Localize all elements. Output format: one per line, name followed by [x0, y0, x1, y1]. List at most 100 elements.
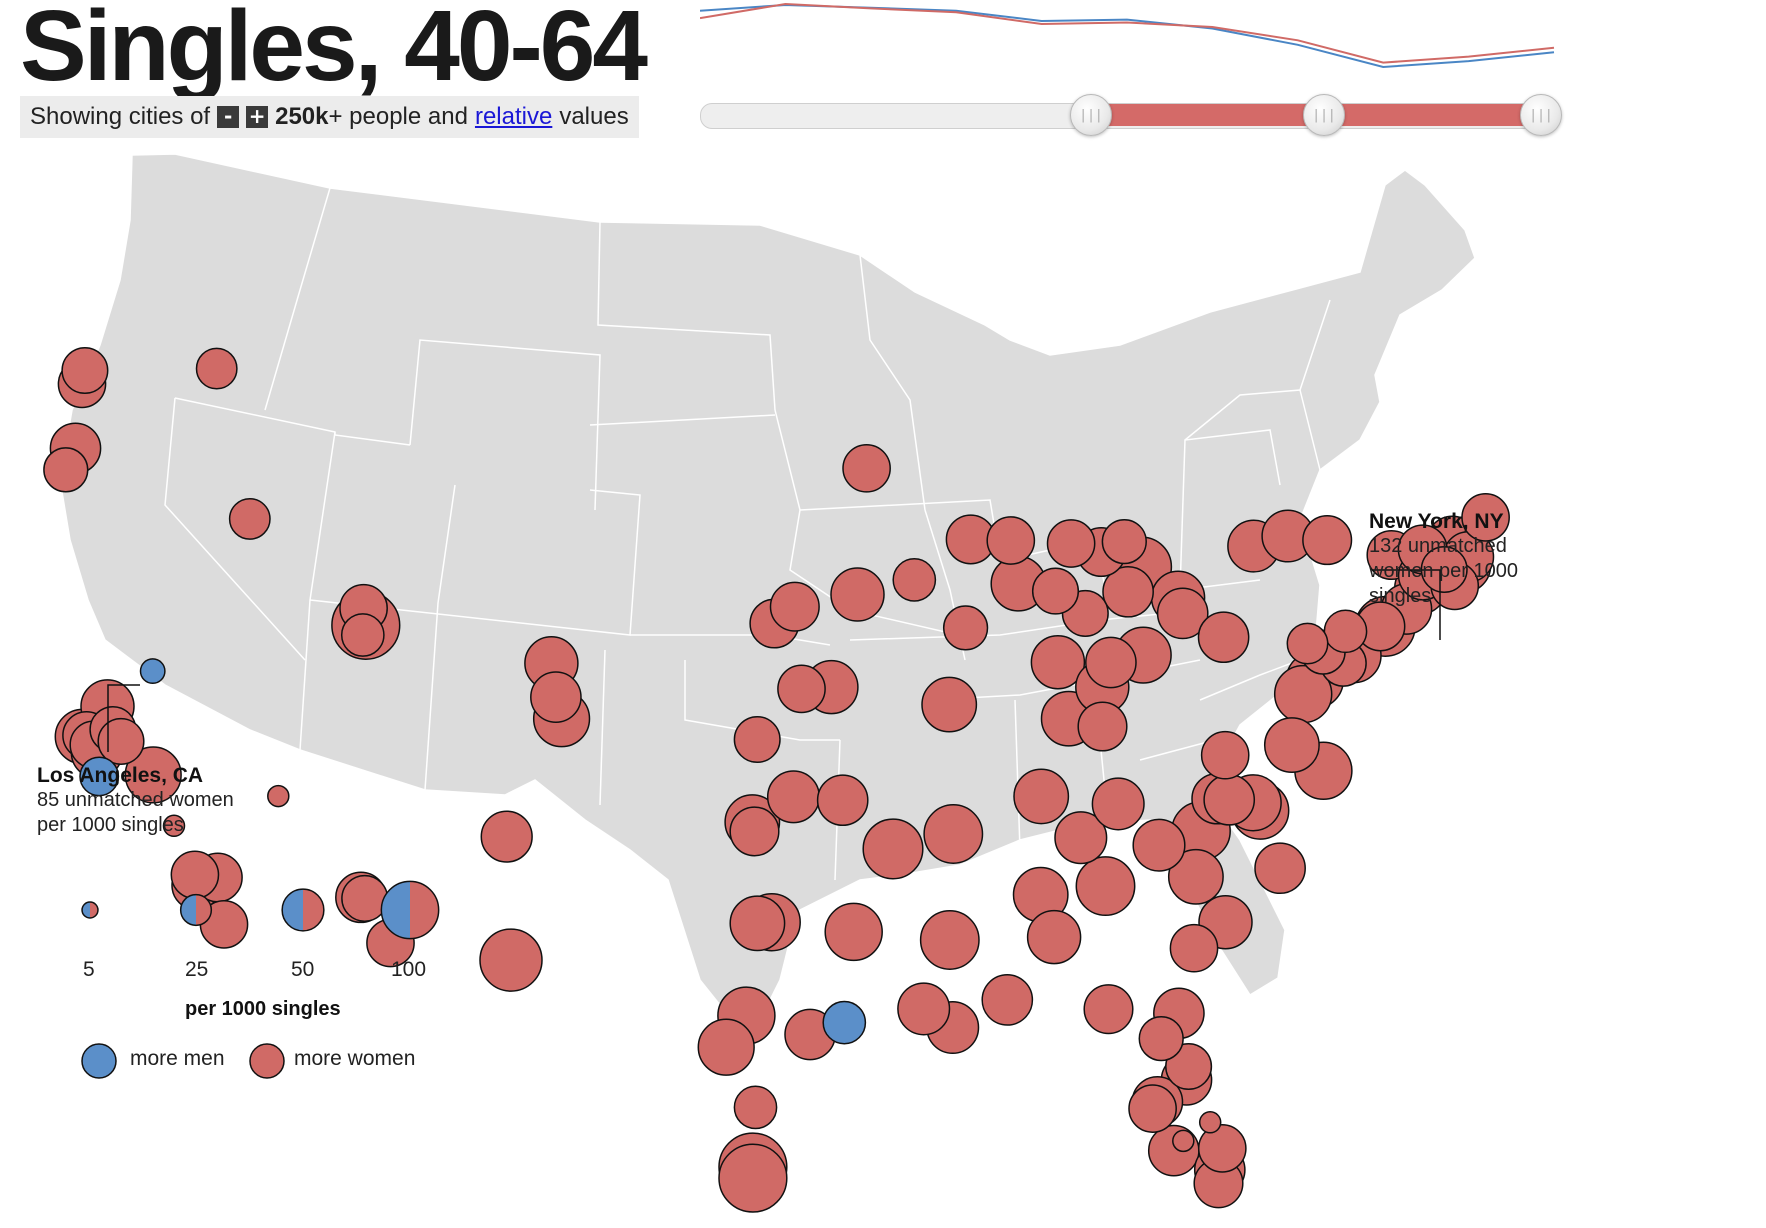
- city-bubble[interactable]: [1156, 587, 1209, 640]
- age-range-slider[interactable]: ||| ||| |||: [700, 94, 1566, 136]
- relative-values-link[interactable]: relative: [474, 103, 553, 130]
- city-bubble[interactable]: [139, 658, 166, 685]
- controls-suffix: values: [559, 103, 629, 130]
- city-bubble[interactable]: [921, 676, 978, 733]
- city-bubble[interactable]: [124, 746, 182, 804]
- us-map: [43, 153, 1510, 1213]
- city-bubble[interactable]: [733, 1085, 778, 1130]
- city-bubble[interactable]: [830, 567, 885, 622]
- city-bubble[interactable]: [897, 982, 951, 1036]
- legend-women-swatch: [249, 1043, 285, 1079]
- city-bubble[interactable]: [480, 810, 533, 863]
- page-title: Singles, 40-64: [20, 0, 648, 102]
- slider-handle-start[interactable]: |||: [1070, 94, 1112, 136]
- city-bubble[interactable]: [97, 717, 145, 765]
- city-bubble[interactable]: [195, 347, 238, 390]
- callout-line: singles: [1369, 585, 1432, 607]
- city-bubble[interactable]: [479, 928, 543, 992]
- callout-los-angeles-text: Los Angeles, CA 85 unmatched women per 1…: [37, 764, 234, 838]
- city-bubble[interactable]: [1101, 518, 1147, 565]
- callout-los-angeles: [107, 684, 140, 752]
- city-bubble[interactable]: [1054, 811, 1108, 865]
- city-bubble[interactable]: [1203, 773, 1256, 826]
- city-bubble[interactable]: [1323, 609, 1368, 654]
- city-bubble[interactable]: [1128, 1084, 1177, 1133]
- slider-handle-end[interactable]: |||: [1520, 94, 1562, 136]
- callout-new-york: [1372, 569, 1441, 640]
- city-bubble[interactable]: [1083, 984, 1134, 1035]
- city-bubble[interactable]: [919, 910, 980, 970]
- city-bubble[interactable]: [777, 664, 826, 714]
- decrease-population-button[interactable]: -: [217, 106, 240, 128]
- city-bubble[interactable]: [1172, 1129, 1195, 1153]
- city-bubble[interactable]: [1077, 701, 1128, 752]
- city-bubble[interactable]: [79, 756, 120, 797]
- city-bubble[interactable]: [1102, 565, 1154, 618]
- city-bubble[interactable]: [1013, 768, 1070, 825]
- callout-line: women per 1000: [1369, 560, 1518, 582]
- city-bubble[interactable]: [1263, 717, 1320, 774]
- city-bubble[interactable]: [718, 1143, 788, 1213]
- city-bubble[interactable]: [1165, 1042, 1213, 1091]
- city-bubble[interactable]: [729, 895, 786, 952]
- city-bubble[interactable]: [892, 558, 937, 602]
- city-bubble[interactable]: [822, 1000, 867, 1045]
- city-bubble[interactable]: [842, 443, 891, 493]
- city-bubble[interactable]: [981, 974, 1034, 1026]
- city-bubble[interactable]: [1091, 777, 1145, 831]
- increase-population-button[interactable]: +: [246, 106, 269, 128]
- legend-size-label-50: 50: [291, 958, 315, 981]
- city-bubble[interactable]: [824, 902, 883, 962]
- legend-men-label: more men: [130, 1047, 225, 1070]
- city-bubble[interactable]: [1138, 1015, 1184, 1062]
- legend-bubble-25: [179, 893, 213, 927]
- legend-size-label-5: 5: [83, 958, 95, 981]
- city-bubble[interactable]: [1075, 856, 1136, 917]
- city-bubble[interactable]: [1286, 622, 1329, 665]
- city-bubble[interactable]: [228, 497, 271, 540]
- city-bubble[interactable]: [1254, 842, 1306, 895]
- city-bubble[interactable]: [986, 516, 1036, 565]
- city-bubble[interactable]: [1200, 730, 1250, 780]
- legend-bubble-50: [281, 888, 325, 932]
- city-bubble[interactable]: [340, 613, 385, 657]
- legend-men-swatch: [81, 1043, 117, 1079]
- city-bubble[interactable]: [1302, 515, 1353, 566]
- city-bubble[interactable]: [1198, 1111, 1222, 1134]
- city-bubble[interactable]: [697, 1018, 755, 1076]
- city-bubble[interactable]: [162, 814, 186, 838]
- city-bubble[interactable]: [1197, 1124, 1247, 1173]
- city-bubble[interactable]: [766, 770, 821, 824]
- city-bubble[interactable]: [1169, 923, 1219, 973]
- city-bubble[interactable]: [1030, 634, 1086, 690]
- city-bubble[interactable]: [43, 447, 89, 493]
- city-bubble[interactable]: [1046, 519, 1096, 568]
- city-bubble[interactable]: [267, 784, 290, 808]
- legend-size-label-25: 25: [185, 958, 209, 981]
- city-bubble[interactable]: [769, 581, 820, 632]
- callout-city: New York, NY: [1369, 510, 1504, 533]
- city-bubble[interactable]: [1132, 818, 1186, 872]
- age-sparkline: [700, 2, 1555, 69]
- city-bubble[interactable]: [1147, 1124, 1200, 1177]
- legend-bubble-100: [380, 880, 440, 940]
- city-bubble[interactable]: [1085, 636, 1137, 689]
- city-bubble[interactable]: [1461, 493, 1510, 542]
- city-bubble[interactable]: [729, 806, 780, 857]
- city-bubble[interactable]: [1167, 848, 1224, 905]
- city-bubble[interactable]: [1197, 611, 1250, 664]
- legend-bubble-5: [81, 901, 99, 919]
- filter-controls: Showing cities of - + 250k+ people and r…: [20, 96, 639, 138]
- slider-handle-middle[interactable]: |||: [1303, 94, 1345, 136]
- city-bubble[interactable]: [923, 804, 984, 864]
- city-bubble[interactable]: [530, 671, 582, 723]
- city-bubble[interactable]: [862, 818, 924, 880]
- city-bubble[interactable]: [816, 774, 869, 827]
- callout-city: Los Angeles, CA: [37, 764, 204, 787]
- city-bubble[interactable]: [61, 346, 109, 395]
- sparkline-women: [700, 2, 1555, 64]
- city-bubble[interactable]: [733, 715, 781, 764]
- city-bubble[interactable]: [942, 605, 989, 651]
- city-bubble[interactable]: [1031, 567, 1080, 615]
- city-bubble[interactable]: [1026, 909, 1082, 965]
